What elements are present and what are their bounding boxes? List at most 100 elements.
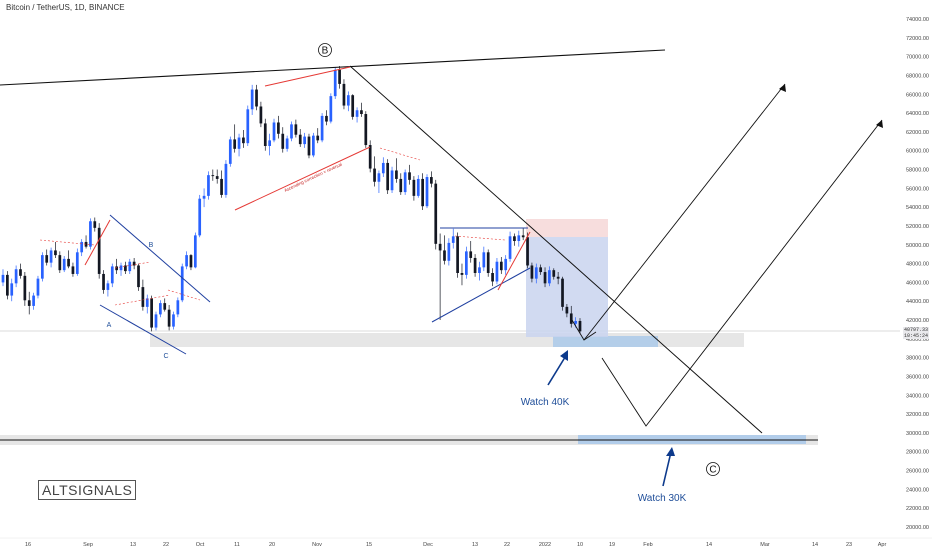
y-tick-label: 54000.00 — [906, 205, 929, 211]
candle-body — [277, 122, 280, 134]
candle-body — [434, 183, 438, 244]
candle-body — [220, 178, 223, 195]
watch-30k-arrow — [662, 451, 672, 487]
candle-body — [211, 175, 215, 177]
dashed-guides — [39, 147, 506, 306]
upper-trendline — [0, 49, 666, 86]
candle-body — [58, 255, 62, 271]
y-tick-label: 56000.00 — [906, 186, 929, 192]
candle-body — [294, 124, 298, 135]
candle-body — [19, 269, 22, 276]
candle-body — [460, 273, 464, 275]
candle-body — [141, 287, 145, 307]
candle-body — [115, 266, 119, 271]
candle-body — [132, 261, 136, 266]
candle-body — [176, 300, 180, 315]
candle-body — [246, 109, 250, 144]
candle-body — [154, 314, 158, 328]
candle-body — [303, 136, 306, 145]
candle-series — [1, 66, 582, 334]
candle-body — [561, 278, 564, 307]
candle-body — [71, 266, 75, 274]
x-tick-label: 23 — [846, 542, 852, 548]
candle-body — [150, 298, 153, 328]
candle-body — [106, 283, 110, 290]
candle-body — [207, 175, 210, 196]
candle-body — [390, 170, 394, 191]
y-tick-label: 74000.00 — [906, 17, 929, 23]
candle-body — [443, 250, 446, 261]
x-tick-label: Feb — [643, 542, 652, 548]
x-tick-label: 14 — [812, 542, 818, 548]
candle-body — [67, 258, 70, 267]
candle-body — [346, 95, 350, 106]
y-tick-label: 50000.00 — [906, 243, 929, 249]
candle-body — [534, 267, 538, 279]
small-a-label: A — [107, 322, 112, 329]
watch-30k-arrowhead — [666, 447, 675, 456]
candle-body — [569, 313, 573, 324]
x-tick-label: 13 — [130, 542, 136, 548]
blue-channel-top — [109, 214, 211, 303]
candle-body — [381, 162, 385, 174]
y-tick-label: 52000.00 — [906, 224, 929, 230]
candle-body — [486, 252, 490, 273]
candle-body — [6, 274, 9, 296]
candle-body — [565, 306, 569, 314]
candle-body — [395, 170, 398, 179]
altsignals-logo: ALTSIGNALS — [38, 480, 137, 500]
y-tick-label: 46000.00 — [906, 280, 929, 286]
x-tick-label: 19 — [609, 542, 615, 548]
y-tick-label: 34000.00 — [906, 393, 929, 399]
x-tick-label: 22 — [163, 542, 169, 548]
y-tick-label: 66000.00 — [906, 92, 929, 98]
watch-30k-label: Watch 30K — [638, 493, 687, 504]
candle-body — [578, 320, 582, 332]
candle-body — [508, 236, 512, 259]
candle-body — [478, 267, 481, 273]
blue-channel-bottom — [99, 304, 187, 355]
candle-body — [539, 267, 543, 273]
candle-body — [224, 163, 228, 195]
y-tick-label: 20000.00 — [906, 525, 929, 531]
candle-body — [198, 198, 202, 236]
candle-body — [316, 135, 320, 141]
candle-body — [27, 300, 31, 306]
x-tick-label: Apr — [878, 542, 887, 548]
y-tick-label: 72000.00 — [906, 36, 929, 42]
candle-body — [40, 255, 44, 279]
red-trendline-top — [264, 66, 351, 87]
projection-low — [571, 319, 597, 341]
y-tick-label: 68000.00 — [906, 73, 929, 79]
y-tick-label: 48000.00 — [906, 262, 929, 268]
candle-body — [469, 251, 473, 258]
candle-body — [49, 250, 53, 263]
time-axis[interactable]: 16 Sep 13 22 Oct 11 20 Nov 15 Dec 13 22 2022 10 19 Feb 1… — [25, 542, 887, 548]
candle-body — [377, 173, 381, 182]
x-tick-label: 14 — [706, 542, 712, 548]
candle-body — [464, 251, 468, 275]
candle-body — [242, 137, 245, 144]
last-price-box: 40797.33 10:45:24 — [903, 327, 929, 339]
candle-body — [145, 298, 149, 307]
candle-body — [368, 145, 372, 169]
candle-body — [285, 138, 289, 149]
candle-body — [526, 237, 529, 266]
symbol-header: Bitcoin / TetherUS, 1D, BINANCE — [6, 3, 125, 12]
candle-body — [416, 178, 420, 196]
y-tick-label: 38000.00 — [906, 356, 929, 362]
candle-body — [233, 139, 237, 149]
wave-b-circle — [318, 43, 332, 57]
candle-body — [237, 137, 241, 149]
y-tick-label: 36000.00 — [906, 374, 929, 380]
stop-loss-zone — [526, 219, 608, 237]
candle-body — [75, 252, 79, 274]
price-axis[interactable]: 74000.00 72000.00 70000.00 68000.00 66000.00… — [906, 17, 929, 531]
candle-body — [159, 303, 162, 315]
candle-body — [504, 258, 508, 271]
x-tick-label: Nov — [312, 542, 322, 548]
y-tick-label: 44000.00 — [906, 299, 929, 305]
candle-body — [386, 162, 390, 191]
support-zone-40k-blue — [553, 336, 658, 347]
